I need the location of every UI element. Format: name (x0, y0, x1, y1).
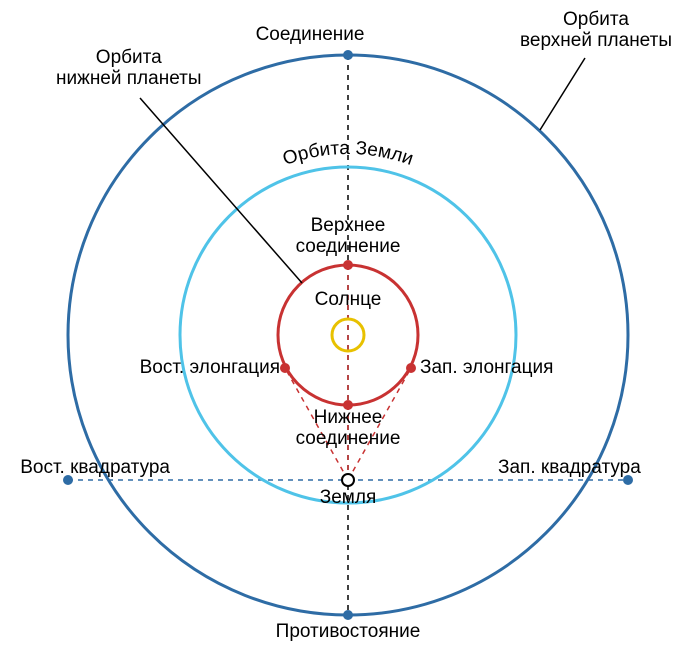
label-superior: Верхнее соединение (296, 216, 401, 258)
label-outer-orbit-l2: верхней планеты (520, 31, 672, 52)
label-earth: Земля (320, 488, 376, 509)
leader-outer_orbit (540, 58, 585, 130)
label-superior-l1: Верхнее (296, 216, 401, 237)
point-outer_bottom (343, 610, 353, 620)
diagram-svg: Орбита Земли (0, 0, 696, 654)
leader-inner_orbit (140, 98, 302, 283)
label-inferior: Нижнее соединение (296, 408, 401, 450)
label-inner-orbit: Орбита нижней планеты (56, 48, 202, 90)
label-inferior-l2: соединение (296, 429, 401, 450)
label-outer-orbit: Орбита верхней планеты (520, 10, 672, 52)
label-west-quad: Зап. квадратура (498, 458, 641, 479)
planet-config-diagram: Орбита Земли Соединение Орбита верхней п… (0, 0, 696, 654)
point-earth_body (342, 474, 354, 486)
label-east-quad: Вост. квадратура (20, 458, 170, 479)
label-inferior-l1: Нижнее (296, 408, 401, 429)
point-inner_left (280, 363, 290, 373)
label-east-elong: Вост. элонгация (140, 358, 280, 379)
point-inner_top (343, 260, 353, 270)
point-outer_top (343, 50, 353, 60)
label-superior-l2: соединение (296, 237, 401, 258)
label-opposition: Противостояние (276, 622, 421, 643)
label-inner-orbit-l1: Орбита (56, 48, 202, 69)
label-conjunction: Соединение (256, 25, 365, 46)
label-inner-orbit-l2: нижней планеты (56, 69, 202, 90)
label-sun: Солнце (315, 290, 382, 311)
label-west-elong: Зап. элонгация (420, 358, 553, 379)
label-outer-orbit-l1: Орбита (520, 10, 672, 31)
point-inner_right (406, 363, 416, 373)
